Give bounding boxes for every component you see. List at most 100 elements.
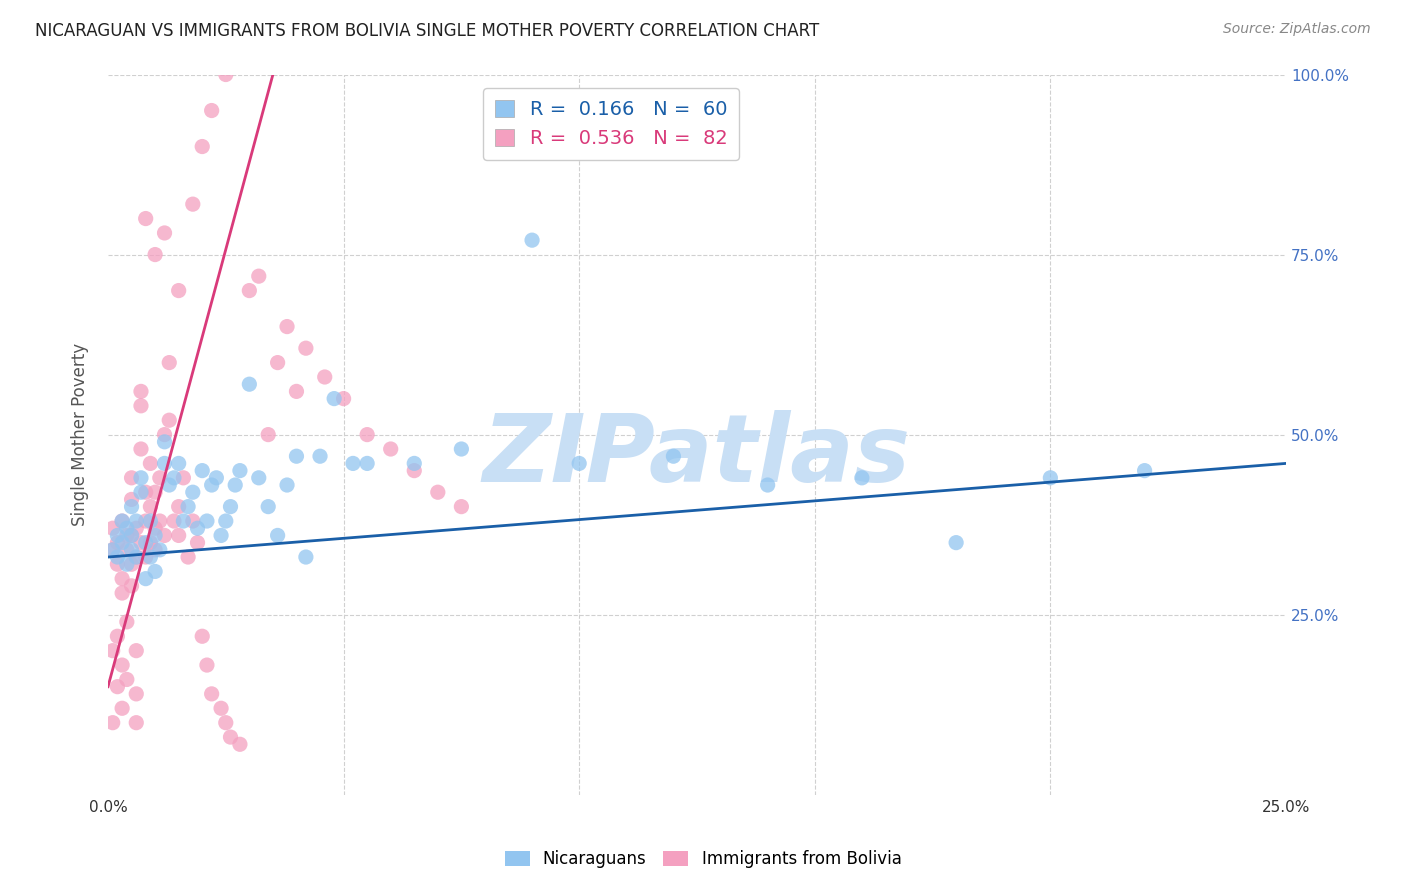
Point bbox=[238, 284, 260, 298]
Point bbox=[149, 471, 172, 485]
Point bbox=[153, 226, 176, 240]
Point bbox=[380, 442, 402, 456]
Point bbox=[450, 442, 472, 456]
Point bbox=[157, 355, 180, 369]
Point bbox=[191, 464, 214, 478]
Point bbox=[195, 514, 218, 528]
Point bbox=[163, 514, 186, 528]
Point bbox=[247, 269, 270, 284]
Point bbox=[121, 528, 143, 542]
Point bbox=[101, 521, 124, 535]
Point bbox=[115, 528, 138, 542]
Point bbox=[121, 500, 143, 514]
Text: ZIPatlas: ZIPatlas bbox=[482, 410, 911, 502]
Point bbox=[139, 535, 162, 549]
Point bbox=[143, 542, 166, 557]
Point bbox=[177, 549, 200, 564]
Point bbox=[135, 572, 157, 586]
Point bbox=[135, 211, 157, 226]
Point bbox=[121, 579, 143, 593]
Point bbox=[209, 528, 232, 542]
Point bbox=[121, 558, 143, 572]
Point bbox=[1039, 471, 1062, 485]
Point bbox=[426, 485, 449, 500]
Point bbox=[323, 392, 346, 406]
Point bbox=[181, 485, 204, 500]
Point bbox=[143, 528, 166, 542]
Point bbox=[101, 715, 124, 730]
Point bbox=[139, 549, 162, 564]
Point bbox=[186, 535, 208, 549]
Point bbox=[257, 427, 280, 442]
Text: NICARAGUAN VS IMMIGRANTS FROM BOLIVIA SINGLE MOTHER POVERTY CORRELATION CHART: NICARAGUAN VS IMMIGRANTS FROM BOLIVIA SI… bbox=[35, 22, 820, 40]
Point bbox=[851, 471, 873, 485]
Point bbox=[209, 701, 232, 715]
Point bbox=[111, 701, 134, 715]
Point bbox=[285, 449, 308, 463]
Point bbox=[107, 558, 129, 572]
Point bbox=[121, 542, 143, 557]
Point bbox=[125, 715, 148, 730]
Point bbox=[276, 478, 298, 492]
Point bbox=[163, 471, 186, 485]
Point bbox=[143, 485, 166, 500]
Point bbox=[1133, 464, 1156, 478]
Point bbox=[125, 549, 148, 564]
Point bbox=[257, 500, 280, 514]
Point bbox=[153, 457, 176, 471]
Point bbox=[167, 500, 190, 514]
Point bbox=[356, 427, 378, 442]
Point bbox=[129, 535, 152, 549]
Point bbox=[205, 471, 228, 485]
Point bbox=[215, 68, 238, 82]
Point bbox=[238, 377, 260, 392]
Point bbox=[153, 434, 176, 449]
Point bbox=[129, 442, 152, 456]
Point bbox=[125, 687, 148, 701]
Point bbox=[111, 535, 134, 549]
Point bbox=[404, 457, 426, 471]
Point bbox=[111, 658, 134, 673]
Point bbox=[201, 103, 224, 118]
Point bbox=[404, 464, 426, 478]
Point bbox=[181, 197, 204, 211]
Point bbox=[568, 457, 591, 471]
Point bbox=[224, 478, 246, 492]
Point bbox=[332, 392, 354, 406]
Point bbox=[115, 615, 138, 629]
Point bbox=[285, 384, 308, 399]
Point bbox=[135, 485, 157, 500]
Point bbox=[129, 399, 152, 413]
Point bbox=[157, 478, 180, 492]
Point bbox=[153, 528, 176, 542]
Point bbox=[181, 514, 204, 528]
Point bbox=[450, 500, 472, 514]
Point bbox=[215, 715, 238, 730]
Point bbox=[129, 485, 152, 500]
Point bbox=[101, 542, 124, 557]
Point bbox=[135, 535, 157, 549]
Point bbox=[191, 139, 214, 153]
Point bbox=[172, 471, 194, 485]
Point bbox=[121, 471, 143, 485]
Point bbox=[135, 549, 157, 564]
Point bbox=[229, 464, 252, 478]
Point bbox=[662, 449, 685, 463]
Point bbox=[229, 737, 252, 751]
Point bbox=[276, 319, 298, 334]
Point bbox=[219, 500, 242, 514]
Point bbox=[295, 341, 318, 355]
Point bbox=[309, 449, 332, 463]
Point bbox=[115, 558, 138, 572]
Point bbox=[186, 521, 208, 535]
Point bbox=[107, 528, 129, 542]
Point bbox=[219, 730, 242, 744]
Point bbox=[356, 457, 378, 471]
Point bbox=[149, 514, 172, 528]
Point bbox=[201, 687, 224, 701]
Point bbox=[266, 355, 288, 369]
Point bbox=[111, 514, 134, 528]
Legend: R =  0.166   N =  60, R =  0.536   N =  82: R = 0.166 N = 60, R = 0.536 N = 82 bbox=[482, 87, 740, 160]
Point bbox=[111, 514, 134, 528]
Point bbox=[520, 233, 543, 247]
